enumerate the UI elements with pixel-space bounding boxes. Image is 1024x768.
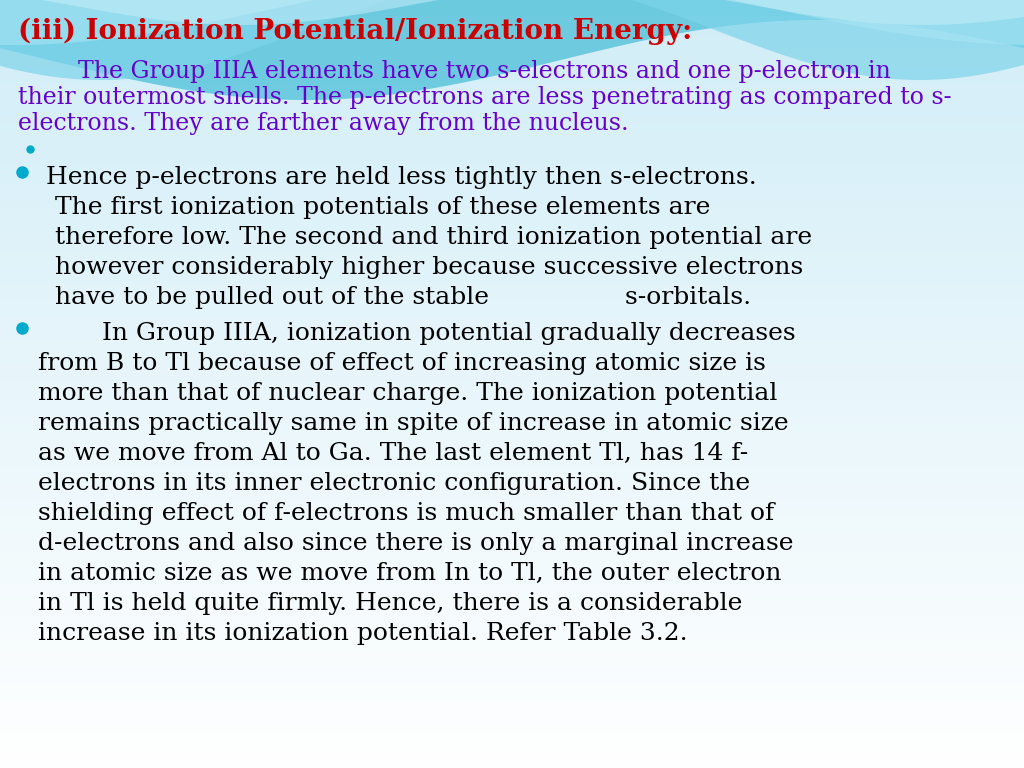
Text: more than that of nuclear charge. The ionization potential: more than that of nuclear charge. The io…	[38, 382, 777, 405]
Text: therefore low. The second and third ionization potential are: therefore low. The second and third ioni…	[55, 226, 812, 249]
Polygon shape	[0, 0, 1024, 45]
Text: from B to Tl because of effect of increasing atomic size is: from B to Tl because of effect of increa…	[38, 352, 766, 375]
Text: however considerably higher because successive electrons: however considerably higher because succ…	[55, 256, 803, 279]
Text: (iii) Ionization Potential/Ionization Energy:: (iii) Ionization Potential/Ionization En…	[18, 18, 692, 45]
Text: remains practically same in spite of increase in atomic size: remains practically same in spite of inc…	[38, 412, 788, 435]
Text: their outermost shells. The p-electrons are less penetrating as compared to s-: their outermost shells. The p-electrons …	[18, 86, 951, 109]
Text: in atomic size as we move from In to Tl, the outer electron: in atomic size as we move from In to Tl,…	[38, 562, 781, 585]
Polygon shape	[0, 0, 1024, 25]
Polygon shape	[0, 0, 1024, 80]
Text: electrons in its inner electronic configuration. Since the: electrons in its inner electronic config…	[38, 472, 751, 495]
Text: In Group IIIA, ionization potential gradually decreases: In Group IIIA, ionization potential grad…	[38, 322, 796, 345]
Text: electrons. They are farther away from the nucleus.: electrons. They are farther away from th…	[18, 112, 629, 135]
Text: have to be pulled out of the stable                 s-orbitals.: have to be pulled out of the stable s-or…	[55, 286, 752, 309]
Text: d-electrons and also since there is only a marginal increase: d-electrons and also since there is only…	[38, 532, 794, 555]
Text: The Group IIIA elements have two s-electrons and one p-electron in: The Group IIIA elements have two s-elect…	[18, 60, 891, 83]
Text: increase in its ionization potential. Refer Table 3.2.: increase in its ionization potential. Re…	[38, 622, 688, 645]
Text: shielding effect of f-electrons is much smaller than that of: shielding effect of f-electrons is much …	[38, 502, 774, 525]
Text: The first ionization potentials of these elements are: The first ionization potentials of these…	[55, 196, 711, 219]
Polygon shape	[0, 0, 1024, 100]
Text: in Tl is held quite firmly. Hence, there is a considerable: in Tl is held quite firmly. Hence, there…	[38, 592, 742, 615]
Text: Hence p-electrons are held less tightly then s-electrons.: Hence p-electrons are held less tightly …	[38, 166, 757, 189]
Text: as we move from Al to Ga. The last element Tl, has 14 f-: as we move from Al to Ga. The last eleme…	[38, 442, 749, 465]
